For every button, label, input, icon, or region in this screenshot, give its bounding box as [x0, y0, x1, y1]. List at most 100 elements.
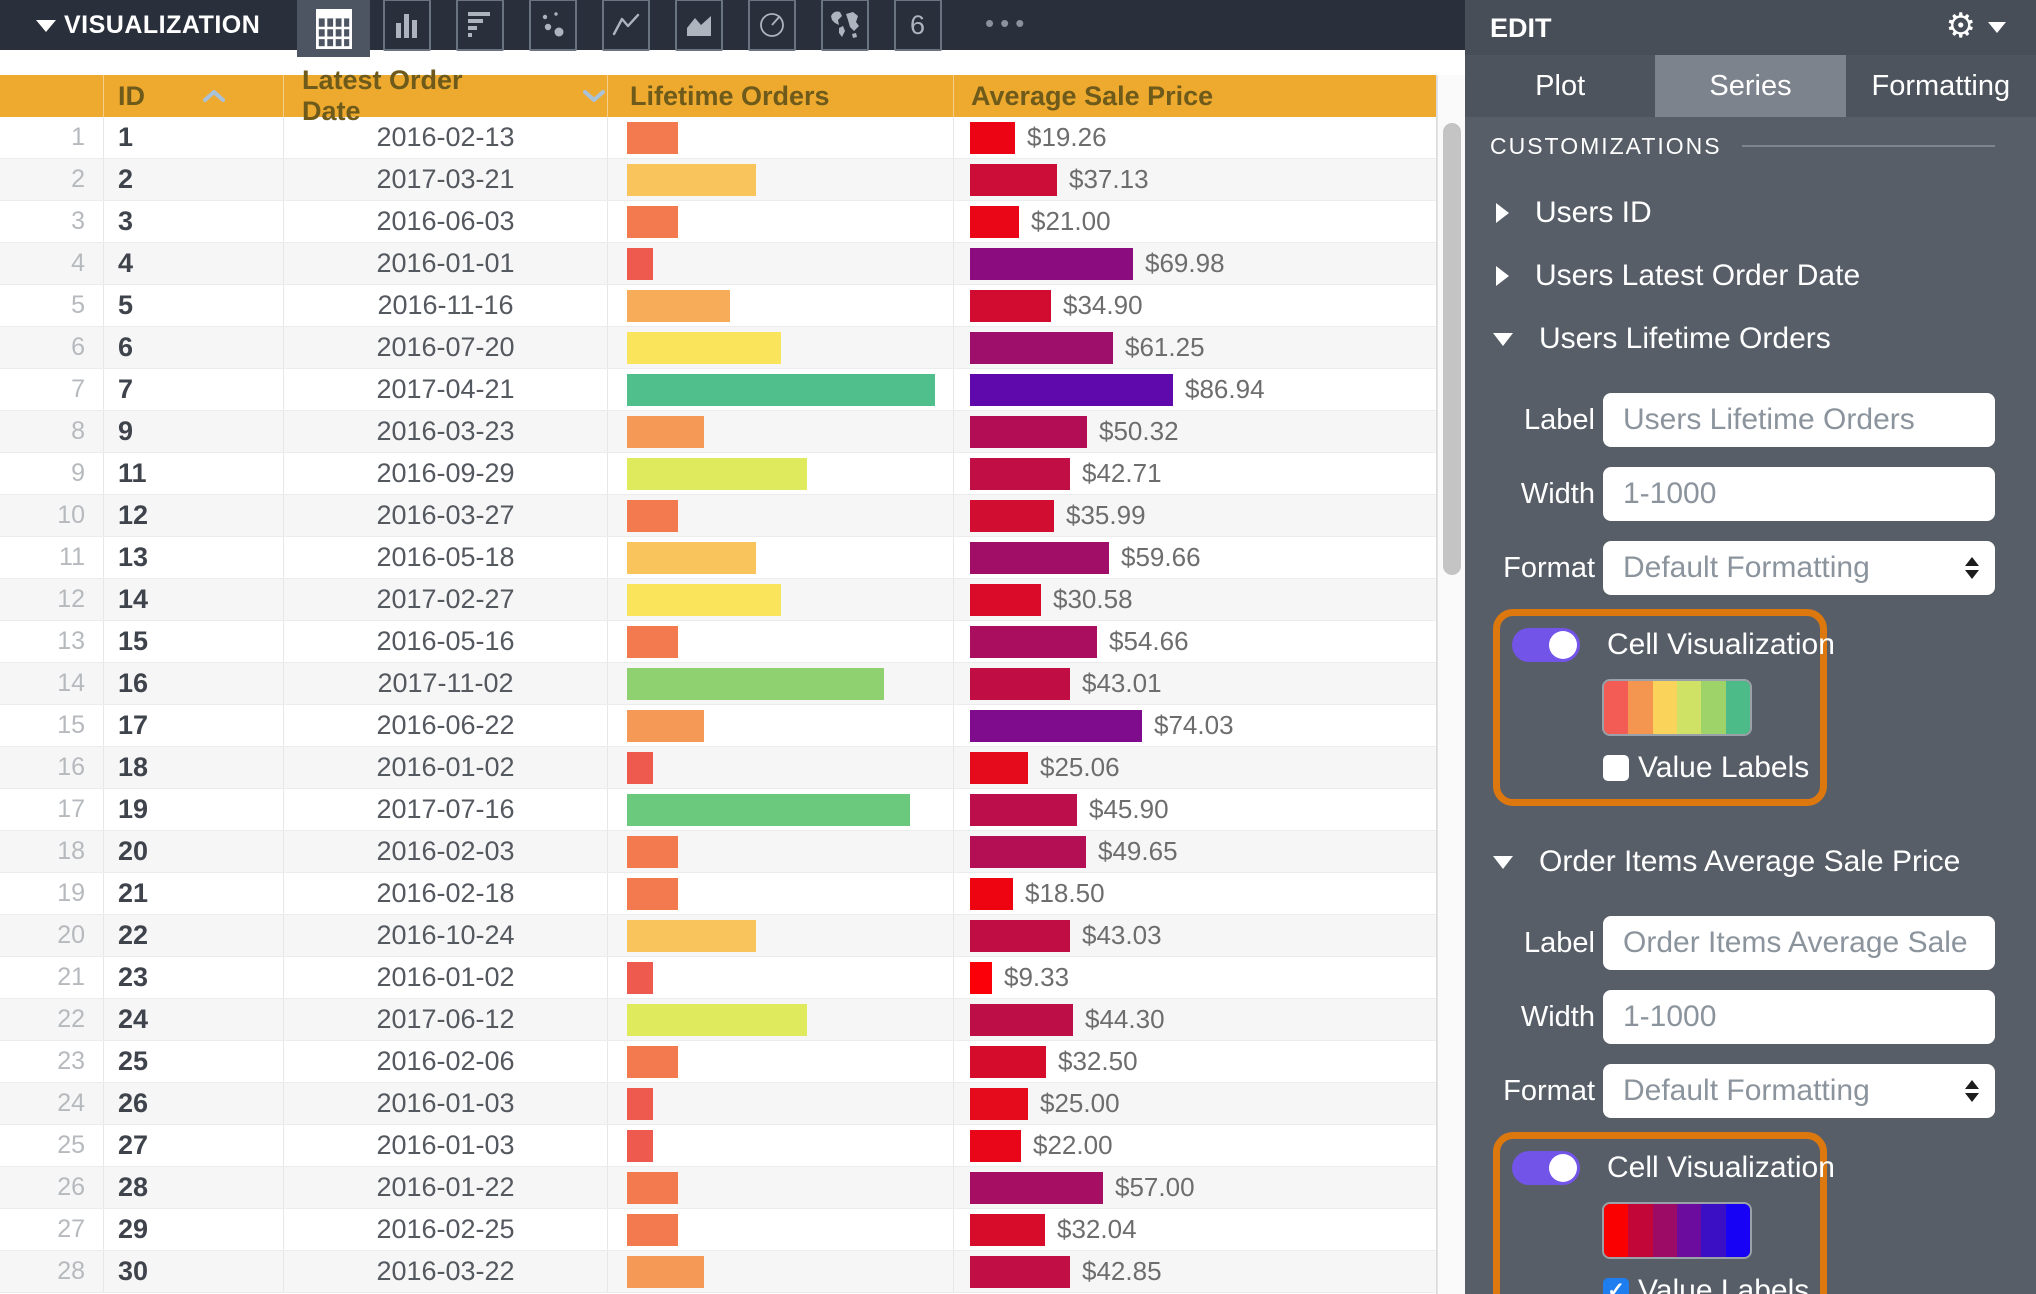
vis-type-column-icon[interactable] — [370, 0, 443, 51]
row-number: 1 — [0, 117, 104, 158]
width-input[interactable] — [1603, 990, 1995, 1044]
cell-id: 20 — [104, 831, 284, 872]
cell-average-sale-price: $19.26 — [954, 117, 1436, 158]
series-section-header[interactable]: Users Latest Order Date — [1490, 259, 1995, 292]
cell-lifetime-orders — [608, 495, 954, 536]
price-bar — [970, 1171, 1103, 1204]
value-labels-checkbox[interactable] — [1603, 755, 1629, 781]
label-input[interactable] — [1603, 916, 1995, 970]
cell-date: 2016-02-06 — [284, 1041, 608, 1082]
color-palette-swatch[interactable] — [1602, 679, 1752, 736]
orders-bar — [627, 1045, 678, 1078]
column-header-id[interactable]: ID — [104, 75, 284, 117]
price-value-label: $42.71 — [1082, 458, 1162, 488]
table-row: 9 11 2016-09-29 $42.71 — [0, 453, 1436, 495]
vis-type-single-value-icon[interactable]: 6 — [881, 0, 954, 51]
cell-average-sale-price: $44.30 — [954, 999, 1436, 1040]
cell-average-sale-price: $59.66 — [954, 537, 1436, 578]
cell-id: 30 — [104, 1251, 284, 1292]
toolbar-table-gap — [0, 50, 1465, 75]
orders-bar — [627, 961, 653, 994]
table-row: 1 1 2016-02-13 $19.26 — [0, 117, 1436, 159]
scrollbar-thumb[interactable] — [1443, 123, 1461, 575]
expand-icon — [1496, 203, 1509, 223]
cell-id: 23 — [104, 957, 284, 998]
expand-icon — [1496, 266, 1509, 286]
palette-color — [1676, 681, 1702, 734]
column-header-lifetime-orders[interactable]: Lifetime Orders — [608, 75, 954, 117]
price-bar — [970, 121, 1015, 154]
series-label: Users Latest Order Date — [1535, 259, 1861, 292]
series-section-header[interactable]: Users Lifetime Orders — [1490, 322, 1995, 355]
palette-color — [1604, 681, 1629, 734]
value-labels-row: ✓ Value Labels — [1603, 1274, 1820, 1294]
collapse-visualization-icon[interactable] — [36, 20, 56, 32]
format-select[interactable]: Default Formatting — [1603, 541, 1995, 595]
cell-date: 2016-01-02 — [284, 957, 608, 998]
cell-date: 2016-02-18 — [284, 873, 608, 914]
tab-series[interactable]: Series — [1655, 55, 1846, 117]
format-select[interactable]: Default Formatting — [1603, 1064, 1995, 1118]
vis-type-pie-icon[interactable] — [735, 0, 808, 51]
table-row: 12 14 2017-02-27 $30.58 — [0, 579, 1436, 621]
cell-average-sale-price: $35.99 — [954, 495, 1436, 536]
map-glyph — [820, 0, 869, 51]
cell-lifetime-orders — [608, 747, 954, 788]
vis-type-area-icon[interactable] — [662, 0, 735, 51]
cell-date: 2016-06-22 — [284, 705, 608, 746]
orders-bar — [627, 793, 910, 826]
palette-color — [1652, 1204, 1677, 1257]
row-number: 19 — [0, 873, 104, 914]
tab-formatting[interactable]: Formatting — [1845, 55, 2036, 117]
label-input[interactable] — [1603, 393, 1995, 447]
cell-lifetime-orders — [608, 369, 954, 410]
single-value-glyph: 6 — [893, 0, 942, 51]
table-row: 21 23 2016-01-02 $9.33 — [0, 957, 1436, 999]
tab-plot[interactable]: Plot — [1465, 55, 1656, 117]
price-value-label: $43.01 — [1082, 668, 1162, 698]
width-input[interactable] — [1603, 467, 1995, 521]
pie-glyph — [747, 0, 796, 51]
value-labels-label: Value Labels — [1638, 751, 1810, 784]
column-header-latest-order-date[interactable]: Latest Order Date — [284, 65, 608, 126]
vis-type-line-icon[interactable] — [589, 0, 662, 51]
cell-date: 2017-02-27 — [284, 579, 608, 620]
cell-date: 2016-11-16 — [284, 285, 608, 326]
color-palette-swatch[interactable] — [1602, 1202, 1752, 1259]
panel-collapse-icon[interactable] — [1988, 22, 2006, 33]
vis-type-bar-icon[interactable] — [443, 0, 516, 51]
price-value-label: $45.90 — [1089, 794, 1169, 824]
cell-visualization-toggle[interactable] — [1512, 628, 1580, 662]
cell-id: 15 — [104, 621, 284, 662]
price-bar — [970, 709, 1142, 742]
column-header-label: Average Sale Price — [971, 80, 1214, 111]
table-scrollbar[interactable] — [1437, 75, 1465, 1294]
price-bar — [970, 625, 1097, 658]
row-number: 14 — [0, 663, 104, 704]
vis-type-map-icon[interactable] — [808, 0, 881, 51]
price-value-label: $61.25 — [1125, 332, 1205, 362]
series-section-header[interactable]: Order Items Average Sale Price — [1490, 845, 1995, 878]
price-value-label: $44.30 — [1085, 1004, 1165, 1034]
price-value-label: $34.90 — [1063, 290, 1143, 320]
row-number: 13 — [0, 621, 104, 662]
palette-color — [1652, 681, 1677, 734]
cell-visualization-toggle[interactable] — [1512, 1151, 1580, 1185]
table-row: 6 6 2016-07-20 $61.25 — [0, 327, 1436, 369]
vis-type-scatterplot-icon[interactable] — [516, 0, 589, 51]
series-section-header[interactable]: Users ID — [1490, 196, 1995, 229]
gear-icon[interactable]: ⚙ — [1945, 7, 1976, 45]
cell-average-sale-price: $21.00 — [954, 201, 1436, 242]
price-bar — [970, 415, 1087, 448]
more-vis-types-icon[interactable]: ••• — [985, 8, 1031, 38]
value-labels-checkbox[interactable]: ✓ — [1603, 1278, 1629, 1294]
table-row: 22 24 2017-06-12 $44.30 — [0, 999, 1436, 1041]
price-value-label: $57.00 — [1115, 1172, 1195, 1202]
column-header-average-sale-price[interactable]: Average Sale Price — [954, 75, 1436, 117]
cell-average-sale-price: $49.65 — [954, 831, 1436, 872]
column-glyph — [382, 0, 431, 51]
vis-type-table-icon[interactable] — [297, 0, 370, 57]
cell-lifetime-orders — [608, 327, 954, 368]
cell-date: 2016-03-23 — [284, 411, 608, 452]
